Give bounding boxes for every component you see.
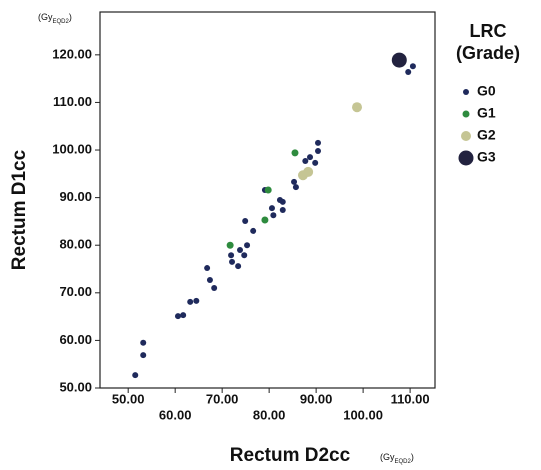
point xyxy=(193,297,200,304)
point xyxy=(405,68,412,75)
legend-label: G3 xyxy=(477,149,496,165)
legend-marker xyxy=(463,89,469,95)
unit-main: (Gy xyxy=(380,452,395,462)
legend-title: (Grade) xyxy=(456,43,520,63)
point xyxy=(391,52,407,68)
unit-sub: EQD2 xyxy=(395,459,412,465)
point xyxy=(279,206,286,213)
unit-main: (Gy xyxy=(38,12,53,22)
point xyxy=(279,198,286,205)
point xyxy=(229,258,236,265)
legend-marker xyxy=(458,150,474,166)
point xyxy=(132,372,139,379)
legend-marker xyxy=(461,131,471,141)
x-unit: (GyEQD2) xyxy=(380,452,414,464)
x-tick-label: 110.00 xyxy=(391,391,430,406)
point xyxy=(261,216,269,224)
x-tick-label: 60.00 xyxy=(159,407,192,422)
x-tick-label: 70.00 xyxy=(206,391,239,406)
point xyxy=(268,205,275,212)
point xyxy=(174,313,181,320)
point xyxy=(211,285,218,292)
point xyxy=(204,265,211,272)
y-tick-label: 60.00 xyxy=(59,332,92,347)
legend-label: G1 xyxy=(477,105,496,121)
x-tick-label: 50.00 xyxy=(112,391,145,406)
y-tick-label: 80.00 xyxy=(59,237,92,252)
point xyxy=(302,157,309,164)
x-axis-title: Rectum D2cc xyxy=(230,445,351,466)
point xyxy=(312,159,319,166)
point xyxy=(291,149,299,157)
y-axis-title: Rectum D1cc xyxy=(9,149,30,270)
unit-close: ) xyxy=(411,452,414,462)
legend-marker xyxy=(462,110,470,118)
legend-label: G0 xyxy=(477,83,496,99)
point xyxy=(250,227,257,234)
point xyxy=(242,217,249,224)
point xyxy=(241,252,248,259)
legend-title: LRC xyxy=(470,21,507,41)
y-unit: (GyEQD2) xyxy=(38,12,72,24)
point xyxy=(237,246,244,253)
point xyxy=(303,166,314,177)
point xyxy=(140,339,147,346)
point xyxy=(270,212,277,219)
point xyxy=(140,352,147,359)
y-tick-label: 120.00 xyxy=(52,46,92,61)
point xyxy=(409,63,416,70)
point xyxy=(180,312,187,319)
y-tick-label: 110.00 xyxy=(53,94,92,109)
x-tick-label: 80.00 xyxy=(253,407,286,422)
point xyxy=(228,252,235,259)
point xyxy=(352,102,363,113)
x-tick-label: 100.00 xyxy=(343,407,383,422)
unit-close: ) xyxy=(69,12,72,22)
point xyxy=(244,242,251,249)
point xyxy=(307,154,314,161)
plot-frame xyxy=(99,11,436,389)
legend-label: G2 xyxy=(477,127,496,143)
point xyxy=(264,186,272,194)
unit-sub: EQD2 xyxy=(53,19,70,25)
y-tick-label: 70.00 xyxy=(59,284,92,299)
y-tick-label: 50.00 xyxy=(59,379,92,394)
point xyxy=(291,178,298,185)
y-tick-label: 90.00 xyxy=(59,189,92,204)
point xyxy=(315,139,322,146)
point xyxy=(187,298,194,305)
x-tick-label: 90.00 xyxy=(300,391,333,406)
point xyxy=(315,147,322,154)
point xyxy=(206,276,213,283)
y-tick-label: 100.00 xyxy=(52,141,92,156)
point xyxy=(226,241,234,249)
point xyxy=(292,184,299,191)
point xyxy=(235,263,242,270)
